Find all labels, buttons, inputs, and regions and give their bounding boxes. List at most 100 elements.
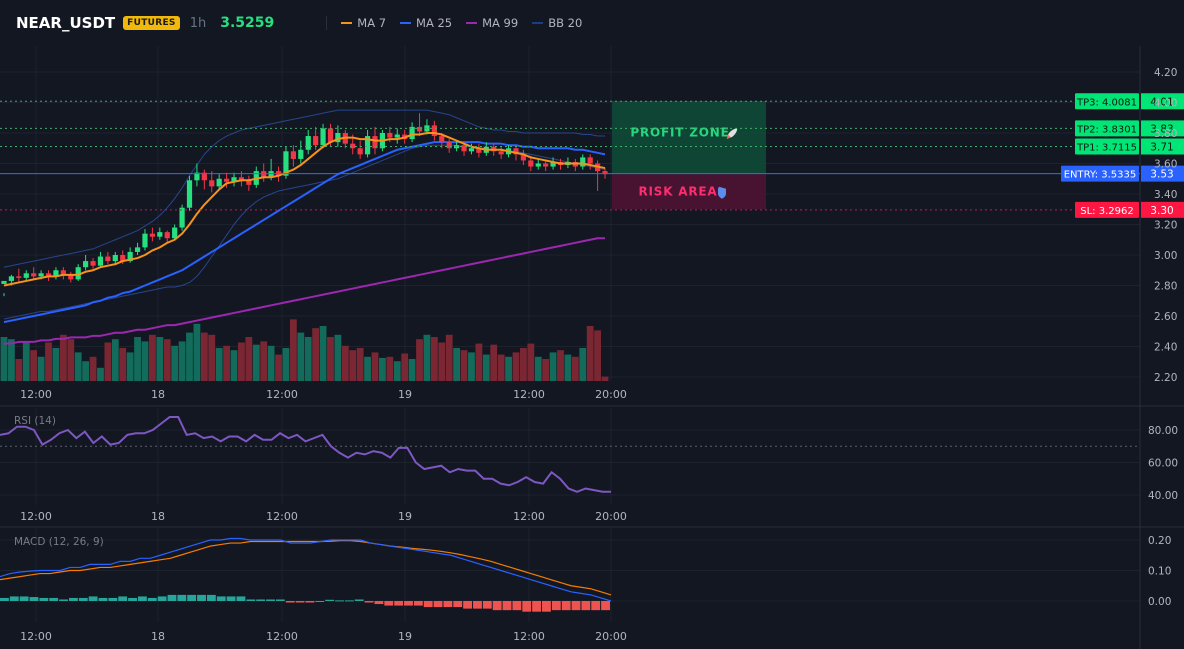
candle-down[interactable] (209, 180, 215, 187)
legend-ma99[interactable]: MA 99 (466, 16, 518, 30)
volume-bar (445, 334, 453, 381)
legend-ma7[interactable]: MA 7 (341, 16, 386, 30)
candle-up[interactable] (172, 227, 178, 239)
candle-up[interactable] (335, 133, 341, 143)
candle-down[interactable] (149, 233, 155, 237)
candle-down[interactable] (313, 136, 319, 146)
candle-down[interactable] (31, 273, 37, 277)
shield-icon (718, 186, 726, 199)
candle-down[interactable] (238, 177, 245, 181)
candle-up[interactable] (134, 247, 141, 252)
candle-down[interactable] (327, 128, 334, 143)
time-axis-tick: 18 (151, 388, 165, 401)
candle-down[interactable] (201, 172, 207, 181)
candle-up[interactable] (409, 126, 415, 140)
candle-up[interactable] (468, 148, 475, 152)
candle-up[interactable] (38, 273, 44, 277)
candle-down[interactable] (520, 154, 526, 161)
candle-up[interactable] (83, 261, 89, 268)
candle-up[interactable] (112, 255, 118, 262)
candle-down[interactable] (68, 274, 74, 280)
candle-down[interactable] (528, 160, 534, 167)
candle-down[interactable] (513, 148, 519, 155)
candle-up[interactable] (97, 256, 104, 266)
time-axis-tick: 19 (398, 630, 412, 643)
volume-bar (52, 348, 60, 381)
candle-down[interactable] (461, 145, 467, 152)
candle-down[interactable] (90, 261, 96, 266)
volume-bar (579, 348, 587, 381)
candle-down[interactable] (105, 256, 111, 262)
macd-histogram-bar (78, 597, 88, 601)
candle-down[interactable] (602, 171, 608, 175)
volume-bar (356, 348, 364, 381)
candle-down[interactable] (224, 178, 230, 182)
candle-up[interactable] (1, 280, 7, 284)
candle-down[interactable] (439, 136, 445, 143)
tp2-label-box[interactable] (1075, 120, 1139, 137)
candle-down[interactable] (387, 133, 393, 138)
candle-up[interactable] (550, 161, 556, 167)
price-axis-tick: 2.80 (1154, 281, 1177, 293)
candle-down[interactable] (164, 232, 170, 239)
candle-up[interactable] (8, 276, 15, 281)
candle-down[interactable] (120, 255, 126, 262)
sl-label-box[interactable] (1075, 201, 1139, 218)
tp2-axis-label: 3.83 (1150, 123, 1173, 135)
candle-down[interactable] (350, 143, 356, 149)
candle-up[interactable] (320, 128, 326, 146)
candle-down[interactable] (16, 276, 22, 278)
candle-up[interactable] (298, 149, 304, 159)
candle-up[interactable] (75, 267, 81, 280)
volume-bar (482, 354, 490, 381)
candle-up[interactable] (394, 134, 400, 138)
candle-up[interactable] (535, 163, 541, 167)
candle-down[interactable] (416, 126, 423, 132)
candle-down[interactable] (587, 157, 593, 164)
candle-up[interactable] (53, 270, 59, 277)
candle-up[interactable] (142, 233, 148, 248)
candle-up[interactable] (268, 171, 274, 178)
candle-down[interactable] (246, 180, 252, 185)
candle-up[interactable] (194, 172, 200, 181)
candle-down[interactable] (446, 142, 452, 149)
profit-zone-label: PROFIT ZONE (630, 126, 729, 140)
candle-down[interactable] (372, 136, 378, 149)
candle-down[interactable] (476, 148, 482, 153)
candle-up[interactable] (580, 157, 586, 167)
symbol-name[interactable]: NEAR_USDT (16, 14, 116, 32)
candle-down[interactable] (357, 148, 363, 155)
candle-up[interactable] (179, 207, 185, 228)
candle-down[interactable] (261, 171, 267, 178)
candle-up[interactable] (127, 251, 133, 262)
candle-up[interactable] (231, 177, 237, 182)
rsi-title: RSI (14) (14, 415, 56, 427)
candle-down[interactable] (45, 273, 52, 277)
candle-down[interactable] (498, 151, 504, 155)
macd-histogram-bar (285, 601, 295, 603)
candle-up[interactable] (157, 232, 163, 237)
volume-bar (379, 357, 386, 381)
legend-bb20[interactable]: BB 20 (532, 16, 582, 30)
macd-histogram-bar (423, 601, 433, 608)
candle-up[interactable] (364, 136, 371, 155)
candle-up[interactable] (283, 151, 289, 176)
volume-bar (238, 342, 245, 381)
tp3-label-box[interactable] (1075, 93, 1139, 110)
candle-up[interactable] (23, 273, 29, 278)
timeframe-label[interactable]: 1h (189, 15, 207, 31)
candle-up[interactable] (186, 180, 193, 208)
candle-down[interactable] (431, 125, 437, 137)
candle-down[interactable] (60, 270, 66, 275)
candle-up[interactable] (216, 178, 222, 187)
candle-up[interactable] (305, 136, 311, 150)
entry-label-box[interactable] (1061, 165, 1139, 182)
candle-down[interactable] (290, 151, 296, 159)
legend-ma25[interactable]: MA 25 (400, 16, 452, 30)
time-axis-tick: 20:00 (595, 630, 627, 643)
candle-down[interactable] (543, 163, 549, 167)
tp1-label-box[interactable] (1075, 138, 1139, 155)
volume-bar (111, 339, 119, 381)
